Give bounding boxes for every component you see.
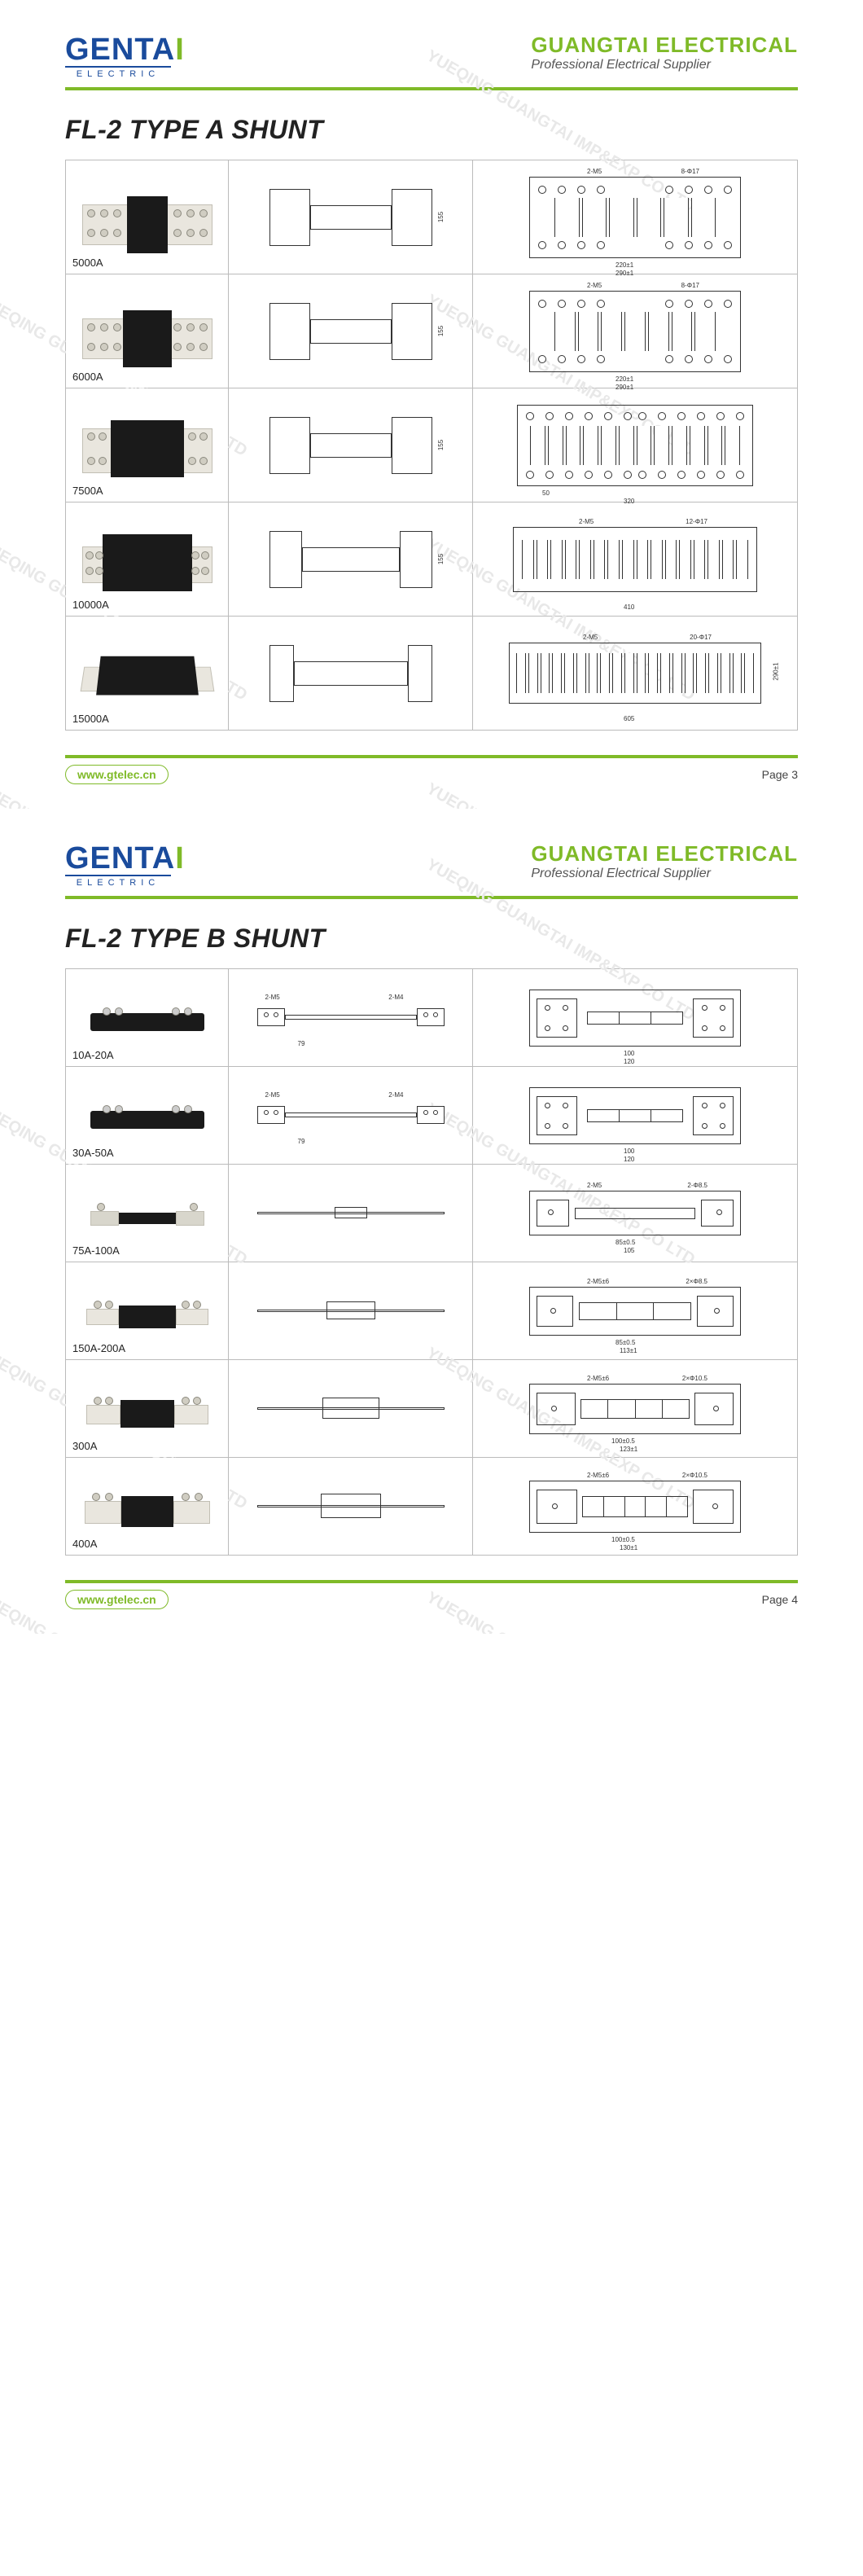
logo-subtext: ELECTRIC xyxy=(65,875,171,888)
logo: GENTAI ELECTRIC xyxy=(65,841,185,888)
product-photo-cell: 5000A xyxy=(66,160,229,274)
logo-text: GENTAI xyxy=(65,33,185,68)
side-view-cell xyxy=(229,1262,473,1360)
website-url: www.gtelec.cn xyxy=(65,1590,169,1609)
side-view-cell: 155 xyxy=(229,388,473,502)
side-view-cell: 155 xyxy=(229,502,473,617)
catalog-page: YUEQING GUANGTAI IMP&EXP CO LTD YUEQING … xyxy=(0,809,863,1634)
side-view-cell xyxy=(229,617,473,731)
top-view-cell: 2-M5±6 2×Φ10.5 100±0.5 130±1 xyxy=(473,1458,798,1556)
page-number: Page 3 xyxy=(762,768,798,781)
product-code: 10000A xyxy=(72,599,109,611)
product-photo-cell: 30A-50A xyxy=(66,1067,229,1165)
spec-table-b: 10A-20A 2-M5 2-M4 79 xyxy=(65,968,798,1556)
table-row: 10A-20A 2-M5 2-M4 79 xyxy=(66,969,798,1067)
product-photo-cell: 10000A xyxy=(66,502,229,617)
product-code: 300A xyxy=(72,1440,97,1452)
top-view-cell: 2-M5 8-Φ17 220±1 290±1 xyxy=(473,160,798,274)
table-row: 6000A 155 2-M5 8-Φ17 220±1 290±1 xyxy=(66,274,798,388)
table-row: 5000A 155 2-M5 8-Φ17 220±1 29 xyxy=(66,160,798,274)
side-view-cell: 2-M5 2-M4 79 xyxy=(229,969,473,1067)
product-photo-cell: 150A-200A xyxy=(66,1262,229,1360)
company-block: GUANGTAI ELECTRICAL Professional Electri… xyxy=(531,33,798,72)
product-photo-cell: 6000A xyxy=(66,274,229,388)
company-tagline: Professional Electrical Supplier xyxy=(531,58,798,72)
side-view-diagram: 155 xyxy=(269,181,432,254)
page-header: GENTAI ELECTRIC GUANGTAI ELECTRICAL Prof… xyxy=(65,841,798,899)
side-view-cell xyxy=(229,1165,473,1262)
page-number: Page 4 xyxy=(762,1593,798,1606)
table-row: 400A 2-M5±6 2×Φ10.5 100±0.5 130±1 xyxy=(66,1458,798,1556)
top-view-cell: 2-M5 8-Φ17 220±1 290±1 xyxy=(473,274,798,388)
product-code: 10A-20A xyxy=(72,1049,114,1061)
section-title: FL-2 TYPE B SHUNT xyxy=(65,924,798,954)
product-code: 6000A xyxy=(72,371,103,383)
product-photo-cell: 300A xyxy=(66,1360,229,1458)
table-row: 75A-100A 2-M5 2-Φ8.5 85±0.5 105 xyxy=(66,1165,798,1262)
page-header: GENTAI ELECTRIC GUANGTAI ELECTRICAL Prof… xyxy=(65,33,798,90)
table-row: 150A-200A 2-M5±6 2×Φ8.5 85±0.5 113±1 xyxy=(66,1262,798,1360)
top-view-cell: 50 320 xyxy=(473,388,798,502)
page-footer: www.gtelec.cn Page 4 xyxy=(65,1580,798,1609)
top-view-diagram: 2-M5 8-Φ17 220±1 290±1 xyxy=(529,177,741,258)
product-code: 400A xyxy=(72,1538,97,1550)
product-code: 150A-200A xyxy=(72,1342,125,1354)
top-view-cell: 2-M5±6 2×Φ10.5 100±0.5 123±1 xyxy=(473,1360,798,1458)
spec-table-a: 5000A 155 2-M5 8-Φ17 220±1 29 xyxy=(65,160,798,731)
product-photo-cell: 75A-100A xyxy=(66,1165,229,1262)
product-photo-cell: 7500A xyxy=(66,388,229,502)
top-view-cell: 100 120 xyxy=(473,1067,798,1165)
page-footer: www.gtelec.cn Page 3 xyxy=(65,755,798,784)
company-name: GUANGTAI ELECTRICAL xyxy=(531,841,798,867)
side-view-cell xyxy=(229,1458,473,1556)
logo-text: GENTAI xyxy=(65,841,185,876)
table-row: 10000A 155 2-M5 12-Φ17 410 xyxy=(66,502,798,617)
product-code: 7500A xyxy=(72,485,103,497)
catalog-page: YUEQING GUANGTAI IMP&EXP CO LTD YUEQING … xyxy=(0,0,863,809)
product-code: 30A-50A xyxy=(72,1147,114,1159)
product-photo-cell: 15000A xyxy=(66,617,229,731)
top-view-cell: 2-M5 20-Φ17 290±1 605 xyxy=(473,617,798,731)
side-view-cell: 155 xyxy=(229,274,473,388)
side-view-cell xyxy=(229,1360,473,1458)
side-view-cell: 2-M5 2-M4 79 xyxy=(229,1067,473,1165)
table-row: 30A-50A 2-M5 2-M4 79 xyxy=(66,1067,798,1165)
table-row: 15000A 2-M5 20-Φ17 290±1 605 xyxy=(66,617,798,731)
product-code: 15000A xyxy=(72,713,109,725)
top-view-cell: 2-M5 2-Φ8.5 85±0.5 105 xyxy=(473,1165,798,1262)
logo-subtext: ELECTRIC xyxy=(65,66,171,79)
side-view-cell: 155 xyxy=(229,160,473,274)
table-row: 7500A 155 50 320 xyxy=(66,388,798,502)
product-code: 5000A xyxy=(72,257,103,269)
top-view-cell: 2-M5±6 2×Φ8.5 85±0.5 113±1 xyxy=(473,1262,798,1360)
logo: GENTAI ELECTRIC xyxy=(65,33,185,79)
product-code: 75A-100A xyxy=(72,1244,120,1257)
top-view-cell: 100 120 xyxy=(473,969,798,1067)
company-name: GUANGTAI ELECTRICAL xyxy=(531,33,798,58)
top-view-cell: 2-M5 12-Φ17 410 xyxy=(473,502,798,617)
company-tagline: Professional Electrical Supplier xyxy=(531,867,798,881)
product-photo-cell: 10A-20A xyxy=(66,969,229,1067)
section-title: FL-2 TYPE A SHUNT xyxy=(65,115,798,145)
website-url: www.gtelec.cn xyxy=(65,765,169,784)
table-row: 300A 2-M5±6 2×Φ10.5 100±0.5 123±1 xyxy=(66,1360,798,1458)
company-block: GUANGTAI ELECTRICAL Professional Electri… xyxy=(531,841,798,881)
product-photo-cell: 400A xyxy=(66,1458,229,1556)
